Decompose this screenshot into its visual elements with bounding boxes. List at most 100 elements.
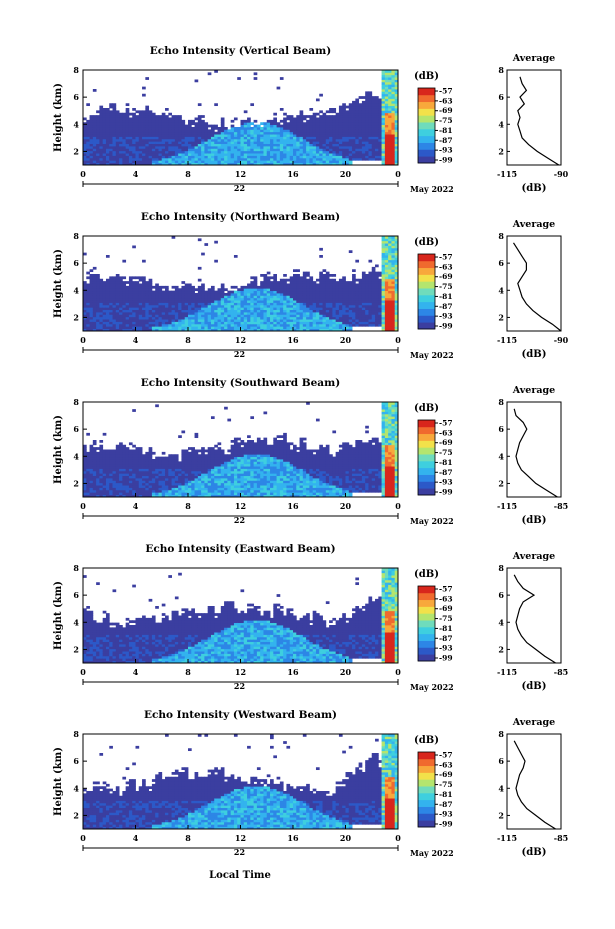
heatmap-cell xyxy=(358,115,363,118)
heatmap-cell xyxy=(279,316,284,320)
heatmap-cell xyxy=(184,134,189,137)
heatmap-cell xyxy=(250,131,255,135)
heatmap-cell xyxy=(89,323,94,327)
heatmap-cell xyxy=(158,290,163,294)
heatmap-cell xyxy=(233,328,238,332)
heatmap-cell xyxy=(299,316,304,320)
heatmap-cell xyxy=(86,309,90,313)
heatmap-cell xyxy=(266,157,271,161)
heatmap-cell xyxy=(384,236,389,239)
heatmap-cell xyxy=(302,323,307,327)
heatmap-cell xyxy=(83,288,87,292)
heatmap-cell xyxy=(293,302,297,306)
heatmap-cell xyxy=(253,153,258,156)
heatmap-cell xyxy=(358,122,363,126)
heatmap-cell xyxy=(112,449,117,453)
heatmap-cell xyxy=(384,110,389,114)
heatmap-cell xyxy=(115,468,120,472)
heatmap-cell xyxy=(381,309,386,313)
heatmap-cell xyxy=(368,300,373,303)
heatmap-cell xyxy=(286,115,291,118)
heatmap-cell xyxy=(237,155,241,159)
heatmap-cell xyxy=(260,157,264,161)
heatmap-cell xyxy=(201,252,205,256)
heatmap-cell xyxy=(319,283,323,287)
heatmap-cell xyxy=(99,451,104,455)
heatmap-cell xyxy=(138,302,143,306)
heatmap-cell xyxy=(86,480,90,484)
heatmap-cell xyxy=(312,312,317,315)
heatmap-cell xyxy=(128,463,133,467)
heatmap-cell xyxy=(253,278,258,282)
heatmap-cell xyxy=(312,309,317,313)
heatmap-cell xyxy=(89,492,94,496)
heatmap-cell xyxy=(99,312,104,315)
heatmap-cell xyxy=(115,119,120,123)
heatmap-cell xyxy=(289,309,294,313)
heatmap-cell xyxy=(358,103,363,107)
heatmap-cell xyxy=(306,131,310,135)
heatmap-cell xyxy=(138,293,143,296)
heatmap-cell xyxy=(217,153,222,156)
heatmap-cell xyxy=(204,155,209,159)
heatmap-cell xyxy=(391,100,396,104)
heatmap-cell xyxy=(355,323,360,327)
heatmap-cell xyxy=(102,285,107,289)
heatmap-cell xyxy=(289,304,294,308)
heatmap-cell xyxy=(243,138,248,142)
heatmap-cell xyxy=(233,162,238,166)
heatmap-cell xyxy=(355,131,360,135)
heatmap-cell xyxy=(332,143,337,147)
heatmap-cell xyxy=(276,297,281,301)
heatmap-cell xyxy=(161,466,166,469)
heatmap-cell xyxy=(86,271,90,275)
heatmap-cell xyxy=(158,146,163,149)
heatmap-cell xyxy=(178,307,182,311)
heatmap-cell xyxy=(112,103,117,107)
heatmap-cell xyxy=(243,309,248,313)
heatmap-cell xyxy=(306,153,310,156)
heatmap-cell xyxy=(142,492,146,496)
heatmap-cell xyxy=(122,300,127,303)
heatmap-cell xyxy=(230,323,235,327)
heatmap-cell xyxy=(89,143,94,147)
heatmap-cell xyxy=(388,131,392,135)
heatmap-cell xyxy=(270,124,274,128)
heatmap-cell xyxy=(279,138,284,142)
heatmap-cell xyxy=(119,138,123,142)
heatmap-cell xyxy=(266,150,271,154)
heatmap-cell xyxy=(161,155,166,159)
heatmap-cell xyxy=(302,141,307,145)
heatmap-cell xyxy=(348,117,353,121)
heatmap-cell xyxy=(388,307,392,311)
heatmap-cell xyxy=(243,321,248,325)
heatmap-cell xyxy=(119,323,123,327)
heatmap-cell xyxy=(132,245,136,249)
heatmap-cell xyxy=(83,466,87,469)
heatmap-cell xyxy=(283,326,287,330)
heatmap-cell xyxy=(299,150,304,154)
heatmap-cell xyxy=(332,162,337,166)
colorbar-swatch xyxy=(418,274,435,279)
heatmap-cell xyxy=(210,323,215,327)
heatmap-cell xyxy=(119,442,123,446)
heatmap-cell xyxy=(105,295,110,299)
heatmap-cell xyxy=(112,300,117,303)
heatmap-cell xyxy=(125,155,130,159)
heatmap-cell xyxy=(217,295,222,299)
heatmap-cell xyxy=(96,482,100,486)
heatmap-cell xyxy=(96,143,100,147)
heatmap-cell xyxy=(128,288,133,292)
heatmap-cell xyxy=(128,153,133,156)
heatmap-cell xyxy=(119,134,123,137)
heatmap-cell xyxy=(109,470,113,474)
heatmap-cell xyxy=(302,283,307,287)
heatmap-cell xyxy=(335,281,340,284)
heatmap-cell xyxy=(168,307,172,311)
heatmap-cell xyxy=(355,319,360,322)
heatmap-cell xyxy=(388,259,392,263)
heatmap-cell xyxy=(125,478,130,481)
heatmap-cell xyxy=(96,129,100,133)
heatmap-cell xyxy=(122,451,127,455)
heatmap-cell xyxy=(207,160,212,164)
